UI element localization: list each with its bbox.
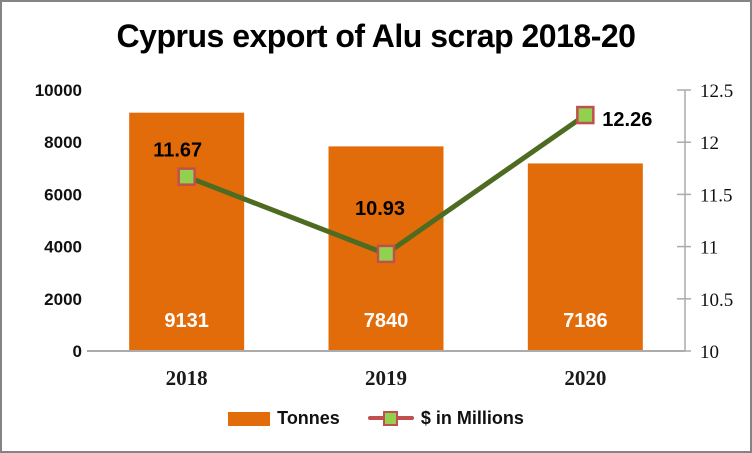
- left-axis-tick-label: 2000: [44, 290, 82, 309]
- right-axis-tick-label: 12.5: [700, 81, 733, 102]
- right-axis-tick-label: 10: [700, 342, 719, 363]
- left-axis-tick-label: 10000: [35, 81, 82, 100]
- left-axis-tick-label: 4000: [44, 238, 82, 257]
- right-axis-tick-label: 12: [700, 133, 719, 154]
- category-label-2019: 2019: [365, 366, 407, 390]
- bar-2018: [129, 112, 245, 351]
- legend-item-millions: $ in Millions: [367, 408, 524, 429]
- right-axis-tick-label: 10.5: [700, 290, 733, 311]
- legend: Tonnes $ in Millions: [2, 408, 750, 429]
- bar-value-label: 9131: [164, 310, 209, 332]
- bar-value-label: 7186: [563, 310, 608, 332]
- right-axis-tick-label: 11.5: [700, 185, 733, 206]
- left-axis-tick-label: 8000: [44, 133, 82, 152]
- line-value-label: 10.93: [355, 198, 405, 220]
- bar-value-label: 7840: [364, 310, 409, 332]
- tonnes-bar-swatch-icon: [228, 411, 271, 426]
- bar-2020: [527, 163, 643, 351]
- category-label-2020: 2020: [564, 366, 606, 390]
- line-marker-icon: [376, 244, 396, 264]
- millions-line-swatch-icon: [367, 411, 414, 426]
- line-marker-icon: [576, 105, 595, 125]
- legend-square-marker-icon: [382, 411, 398, 426]
- chart-title: Cyprus export of Alu scrap 2018-20: [116, 18, 636, 54]
- left-axis-tick-label: 6000: [44, 185, 82, 204]
- line-value-label: 12.26: [602, 109, 652, 131]
- legend-item-tonnes: Tonnes: [228, 408, 340, 429]
- line-value-label: 11.67: [153, 140, 202, 162]
- right-axis-tick-label: 11: [700, 238, 718, 259]
- category-label-2018: 2018: [166, 366, 208, 390]
- legend-label-tonnes: Tonnes: [277, 408, 340, 428]
- left-axis-tick-label: 0: [73, 342, 82, 361]
- line-marker-icon: [177, 167, 196, 186]
- legend-label-millions: $ in Millions: [420, 408, 524, 428]
